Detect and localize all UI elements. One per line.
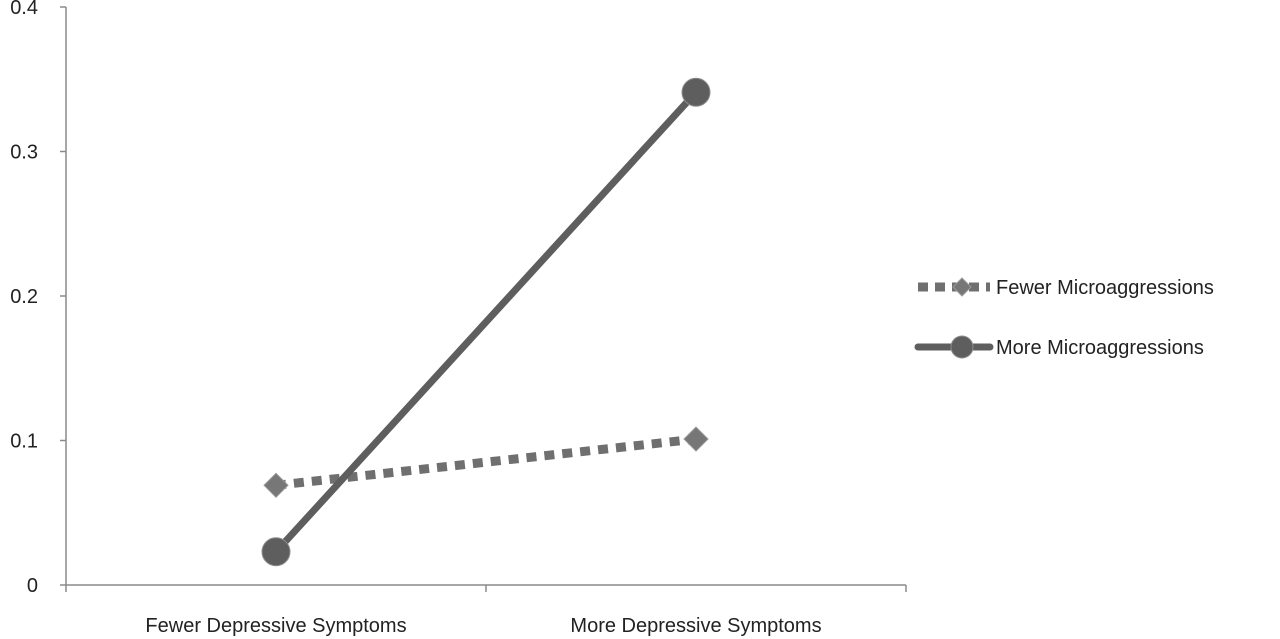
y-tick-label: 0.2 (10, 286, 38, 308)
x-tick-label: More Depressive Symptoms (570, 615, 821, 637)
legend-item: Fewer Microaggressions (918, 277, 1214, 299)
legend-marker-circle (950, 335, 974, 359)
series-line (272, 88, 700, 556)
series-more-microaggressions (261, 77, 711, 567)
data-point-circle (681, 77, 711, 107)
legend-label: Fewer Microaggressions (996, 277, 1214, 299)
legend-marker-diamond (952, 277, 972, 297)
y-tick-label: 0.4 (10, 0, 38, 19)
chart-axes: 0 0.1 0.2 0.3 0.4 Fewer Depressive Symptoms Mo… (10, 0, 907, 637)
y-tick-label: 0.1 (10, 431, 38, 453)
y-tick-label: 0 (27, 575, 38, 597)
data-point-circle (261, 537, 291, 567)
series-fewer-microaggressions (263, 426, 709, 499)
data-point-diamond (683, 426, 709, 452)
data-point-diamond (263, 472, 289, 499)
chart-legend: Fewer Microaggressions More Microaggressi… (914, 277, 1214, 359)
y-tick-label: 0.3 (10, 142, 38, 164)
chart-series (261, 77, 711, 567)
legend-label: More Microaggressions (996, 337, 1204, 359)
legend-item: More Microaggressions (914, 335, 1204, 359)
x-tick-label: Fewer Depressive Symptoms (145, 615, 406, 637)
